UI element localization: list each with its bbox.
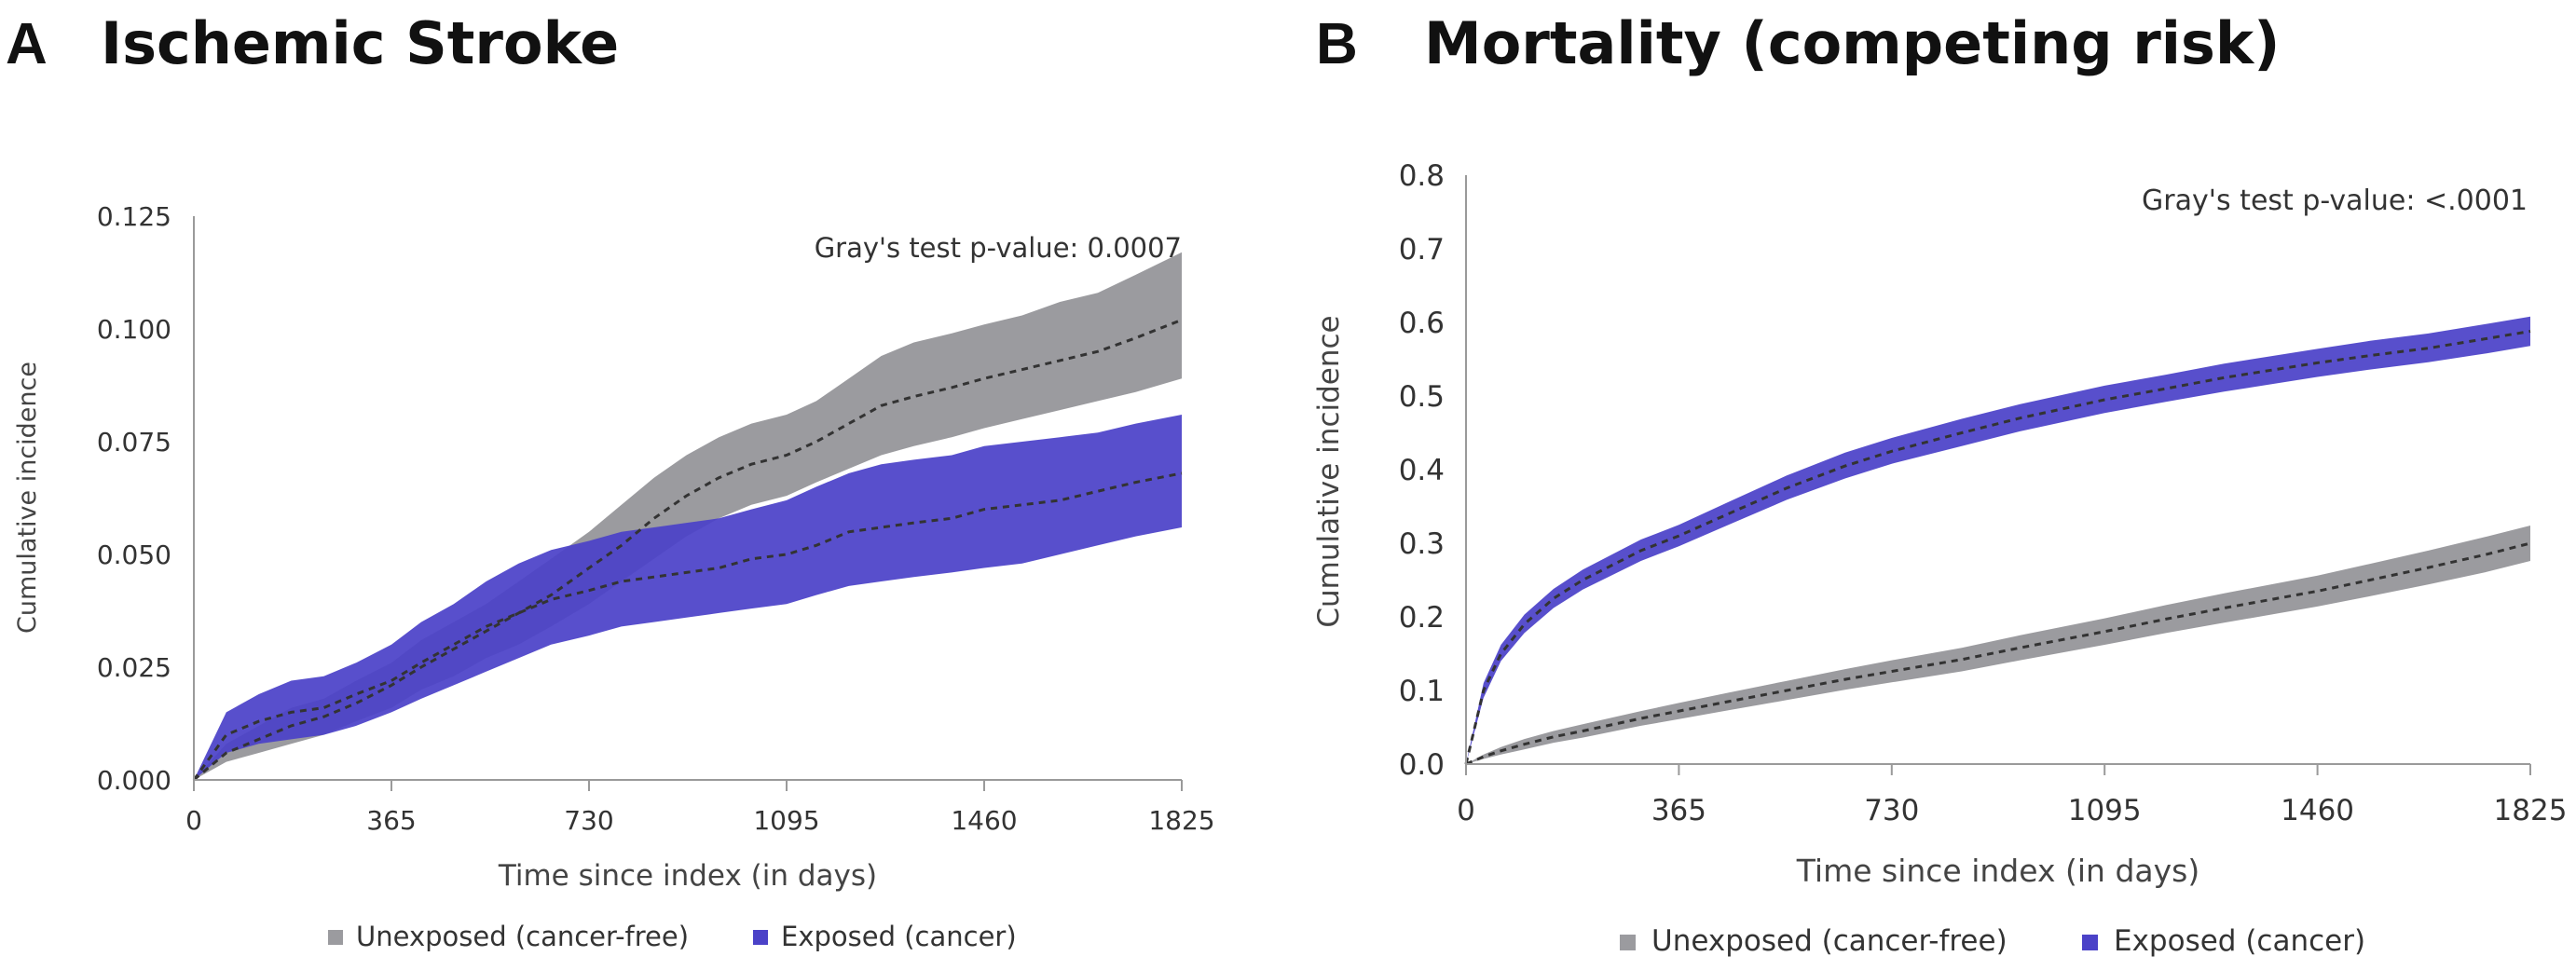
x-tick-label-a: 1825 xyxy=(1148,805,1214,836)
x-tick-label-a: 1095 xyxy=(753,805,819,836)
y-tick-label-b: 0.3 xyxy=(1399,527,1445,561)
y-tick-label-b: 0.8 xyxy=(1399,159,1445,193)
mean-line-unexposed-b xyxy=(1465,541,2531,766)
x-tick-label-b: 730 xyxy=(1864,794,1919,827)
legend-label-unexposed-b: Unexposed (cancer-free) xyxy=(1651,924,2007,958)
x-tick-label-b: 0 xyxy=(1457,794,1475,827)
x-ticks-b: 0 365 730 1095 1460 1825 xyxy=(1457,764,2567,827)
ci-band-unexposed-b xyxy=(1466,526,2530,764)
bands-b xyxy=(1466,316,2530,764)
x-tick-label-a: 365 xyxy=(366,805,416,836)
y-tick-label-a: 0.125 xyxy=(97,201,171,232)
y-tick-label-a: 0.075 xyxy=(97,427,171,458)
y-ticks-a: 0.000 0.025 0.050 0.075 0.100 0.125 xyxy=(97,201,171,796)
panel-title-a: Ischemic Stroke xyxy=(101,9,619,77)
y-axis-label-b: Cumulative incidence xyxy=(1312,315,1346,627)
x-tick-label-b: 1825 xyxy=(2494,794,2568,827)
mean-lines-a xyxy=(192,318,1183,782)
x-tick-label-a: 0 xyxy=(185,805,202,836)
x-tick-label-a: 1460 xyxy=(951,805,1017,836)
y-tick-label-b: 0.4 xyxy=(1399,454,1445,487)
chart-panel-a: 0.000 0.025 0.050 0.075 0.100 0.125 0 365 730 10… xyxy=(13,201,1215,952)
mean-line-exposed-b xyxy=(1464,330,2531,765)
legend-swatch-exposed-b xyxy=(2082,935,2098,950)
ci-band-exposed-a xyxy=(194,415,1182,780)
mean-lines-b xyxy=(1464,330,2531,766)
x-axis-label-a: Time since index (in days) xyxy=(498,859,877,893)
y-tick-label-b: 0.2 xyxy=(1399,601,1445,635)
x-tick-label-b: 365 xyxy=(1651,794,1706,827)
x-tick-label-b: 1095 xyxy=(2068,794,2142,827)
y-tick-label-b: 0.1 xyxy=(1399,675,1445,708)
legend-swatch-exposed-a xyxy=(753,930,768,945)
y-tick-label-a: 0.000 xyxy=(97,765,171,796)
bands-a xyxy=(194,252,1182,780)
grays-test-annotation-a: Gray's test p-value: 0.0007 xyxy=(815,232,1182,264)
panel-label-a: A xyxy=(6,12,48,76)
y-tick-label-b: 0.0 xyxy=(1399,748,1445,782)
ci-band-exposed-b xyxy=(1466,316,2530,764)
mean-line-exposed-a xyxy=(192,471,1183,781)
panel-title-b: Mortality (competing risk) xyxy=(1424,9,2281,77)
y-tick-label-b: 0.6 xyxy=(1399,307,1445,340)
legend-label-unexposed-a: Unexposed (cancer-free) xyxy=(356,921,689,952)
mean-line-unexposed-a xyxy=(193,318,1183,782)
y-ticks-b: 0.0 0.1 0.2 0.3 0.4 0.5 0.6 0.7 0.8 xyxy=(1399,159,1445,782)
legend-swatch-unexposed-b xyxy=(1620,935,1636,950)
legend-swatch-unexposed-a xyxy=(328,930,343,945)
legend-b: Unexposed (cancer-free) Exposed (cancer) xyxy=(1620,924,2365,958)
legend-label-exposed-b: Exposed (cancer) xyxy=(2114,924,2365,958)
chart-panel-b: 0.0 0.1 0.2 0.3 0.4 0.5 0.6 0.7 0.8 0 365 730 1095 1… xyxy=(1312,159,2567,958)
y-tick-label-b: 0.7 xyxy=(1399,233,1445,266)
x-tick-label-b: 1460 xyxy=(2281,794,2354,827)
x-tick-label-a: 730 xyxy=(564,805,613,836)
y-tick-label-a: 0.100 xyxy=(97,314,171,345)
y-tick-label-b: 0.5 xyxy=(1399,380,1445,414)
panel-label-b: B xyxy=(1316,12,1358,76)
grays-test-annotation-b: Gray's test p-value: <.0001 xyxy=(2142,184,2528,217)
y-tick-label-a: 0.025 xyxy=(97,652,171,683)
y-axis-label-a: Cumulative incidence xyxy=(13,362,42,634)
y-tick-label-a: 0.050 xyxy=(97,540,171,570)
legend-a: Unexposed (cancer-free) Exposed (cancer) xyxy=(328,921,1017,952)
x-ticks-a: 0 365 730 1095 1460 1825 xyxy=(185,780,1215,836)
x-axis-label-b: Time since index (in days) xyxy=(1796,853,2199,889)
legend-label-exposed-a: Exposed (cancer) xyxy=(781,921,1017,952)
